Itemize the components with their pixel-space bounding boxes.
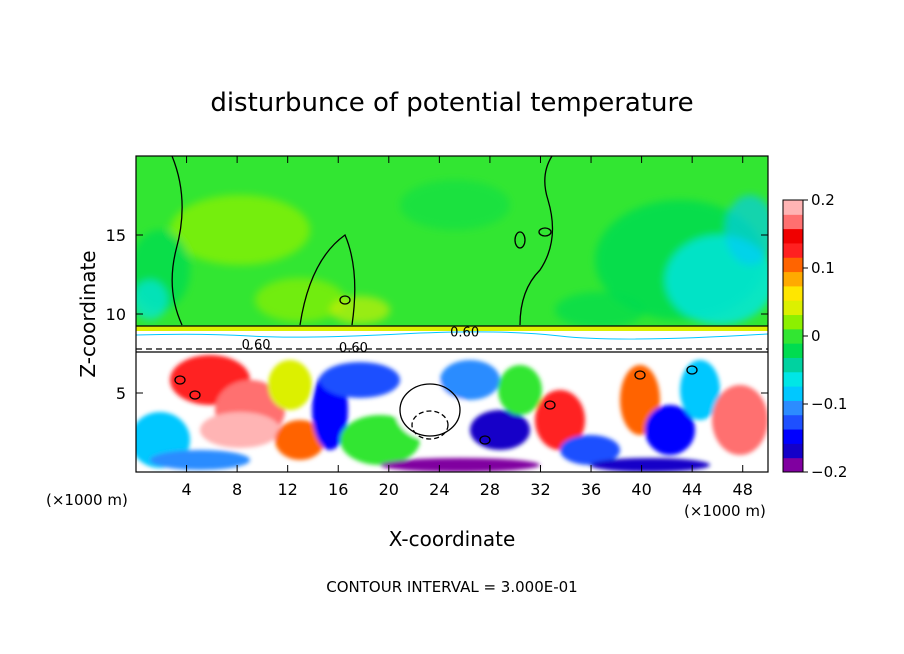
colorbar-swatch <box>783 443 803 459</box>
x-tick-label: 44 <box>682 480 702 499</box>
colorbar-swatch <box>783 314 803 330</box>
colorbar-swatch <box>783 429 803 444</box>
colorbar-swatch <box>783 357 803 373</box>
x-tick-label: 40 <box>631 480 651 499</box>
colorbar-swatch <box>783 214 803 230</box>
colorbar-swatch <box>783 271 803 287</box>
x-unit-left: (×1000 m) <box>46 491 128 509</box>
contour-label: 0.60 <box>450 325 479 340</box>
x-tick-label: 28 <box>480 480 500 499</box>
y-tick-label: 10 <box>106 305 126 324</box>
colorbar <box>783 200 803 473</box>
y-tick-label: 5 <box>116 384 126 403</box>
colorbar-tick-label: 0.2 <box>811 191 835 209</box>
x-tick-label: 36 <box>581 480 601 499</box>
contour-label: 0.60 <box>339 341 368 356</box>
colorbar-swatch <box>783 328 803 344</box>
x-tick-label: 4 <box>181 480 191 499</box>
x-tick-label: 32 <box>530 480 550 499</box>
x-tick-label: 20 <box>379 480 399 499</box>
colorbar-swatch <box>783 400 803 416</box>
x-tick-label: 24 <box>429 480 449 499</box>
colorbar-swatch <box>783 414 803 430</box>
colorbar-swatch <box>783 300 803 316</box>
x-axis-ticks: 4 8 12 16 20 24 28 32 36 40 44 48 <box>181 156 753 499</box>
colorbar-tick-label: −0.2 <box>811 463 847 481</box>
contour-interval-note: CONTOUR INTERVAL = 3.000E-01 <box>326 578 577 596</box>
y-tick-label: 15 <box>106 226 126 245</box>
colorbar-tick-label: 0 <box>811 327 821 345</box>
x-tick-label: 16 <box>328 480 348 499</box>
colorbar-tick-label: −0.1 <box>811 395 847 413</box>
heatmap-field <box>136 156 768 472</box>
y-axis-label: Z-coordinate <box>76 250 100 377</box>
colorbar-ticks: 0.2 0.1 0 −0.1 −0.2 <box>803 191 847 481</box>
colorbar-swatch <box>783 228 803 244</box>
x-tick-label: 8 <box>232 480 242 499</box>
colorbar-swatch <box>783 257 803 273</box>
colorbar-swatch <box>783 285 803 301</box>
colorbar-swatch <box>783 371 803 387</box>
y-axis-ticks: 5 10 15 <box>106 226 768 403</box>
contour-label: 0.60 <box>242 338 271 353</box>
colorbar-swatch <box>783 343 803 358</box>
x-unit-right: (×1000 m) <box>684 502 766 520</box>
colorbar-swatch <box>783 242 803 258</box>
x-axis-label: X-coordinate <box>389 527 516 551</box>
colorbar-swatch <box>783 200 803 215</box>
colorbar-swatch <box>783 386 803 401</box>
x-tick-label: 48 <box>733 480 753 499</box>
colorbar-tick-label: 0.1 <box>811 259 835 277</box>
colorbar-swatch <box>783 457 803 473</box>
chart-title: disturbunce of potential temperature <box>210 88 693 118</box>
contour-labels: 0.60 0.60 0.60 <box>242 325 480 356</box>
x-tick-label: 12 <box>278 480 298 499</box>
